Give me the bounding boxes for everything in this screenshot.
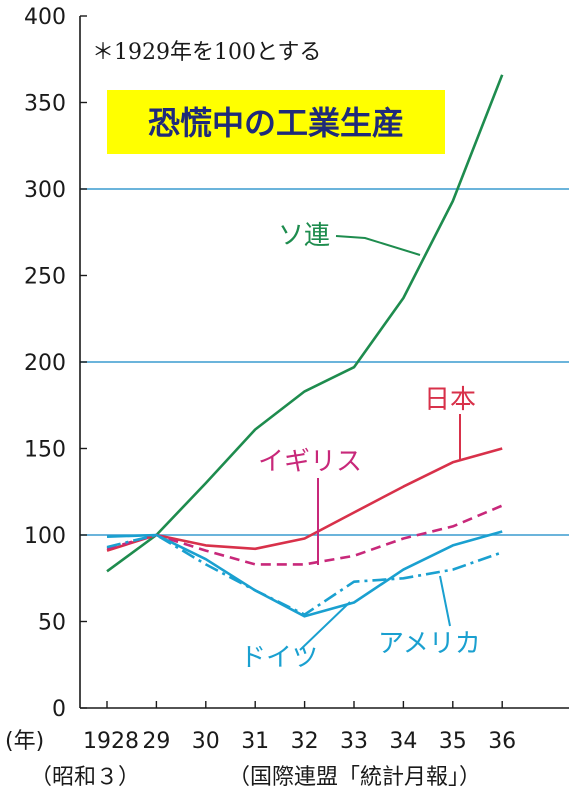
series-line-ソ連: [106, 74, 504, 573]
x-tick-label: 31: [241, 729, 269, 754]
x-tick-label: 1928: [83, 729, 139, 754]
y-tick-label: 400: [24, 5, 66, 30]
series-lines: [106, 74, 504, 618]
series-line-アメリカ: [106, 533, 503, 616]
series-label-アメリカ: アメリカ: [378, 629, 481, 659]
era-label: （昭和３）: [30, 765, 140, 790]
leader-line-ソ連: [335, 235, 421, 256]
x-axis-unit-label: (年): [5, 729, 44, 754]
x-axis-ticks: 1928 29 30 31 32 33 34 35 36: [83, 701, 516, 754]
series-label-日本: 日本: [424, 385, 476, 415]
series-label-ドイツ: ドイツ: [240, 643, 318, 673]
leader-line-アメリカ: [439, 575, 451, 627]
series-line-ドイツ: [106, 530, 503, 618]
series-label-イギリス: イギリス: [258, 447, 362, 477]
y-tick-label: 200: [24, 351, 66, 376]
series-label-ソ連: ソ連: [278, 221, 330, 251]
y-tick-label: 100: [24, 524, 66, 549]
y-tick-label: 150: [24, 438, 66, 463]
series-line-イギリス: [106, 504, 503, 566]
title-background: [107, 90, 445, 154]
leader-line-ドイツ: [299, 601, 351, 651]
x-tick-label: 32: [291, 729, 319, 754]
y-tick-label: 250: [24, 265, 66, 290]
y-tick-label: 350: [24, 92, 66, 117]
x-tick-label: 36: [488, 729, 516, 754]
x-tick-label: 35: [439, 729, 467, 754]
chart-title: 恐慌中の工業生産: [148, 104, 404, 142]
label-leader-lines: [299, 235, 461, 651]
series-line-日本: [106, 447, 503, 552]
x-tick-label: 30: [192, 729, 220, 754]
y-axis-ticks: 0 50 100 150 200 250 300 350 400: [24, 5, 87, 722]
y-tick-label: 50: [38, 611, 66, 636]
x-tick-label: 29: [142, 729, 170, 754]
x-tick-label: 34: [389, 729, 417, 754]
y-tick-label: 0: [52, 697, 66, 722]
x-tick-label: 33: [340, 729, 368, 754]
source-label: （国際連盟「統計月報」）: [228, 765, 481, 790]
chart-note: ＊1929年を100とする: [92, 40, 321, 65]
y-tick-label: 300: [24, 178, 66, 203]
